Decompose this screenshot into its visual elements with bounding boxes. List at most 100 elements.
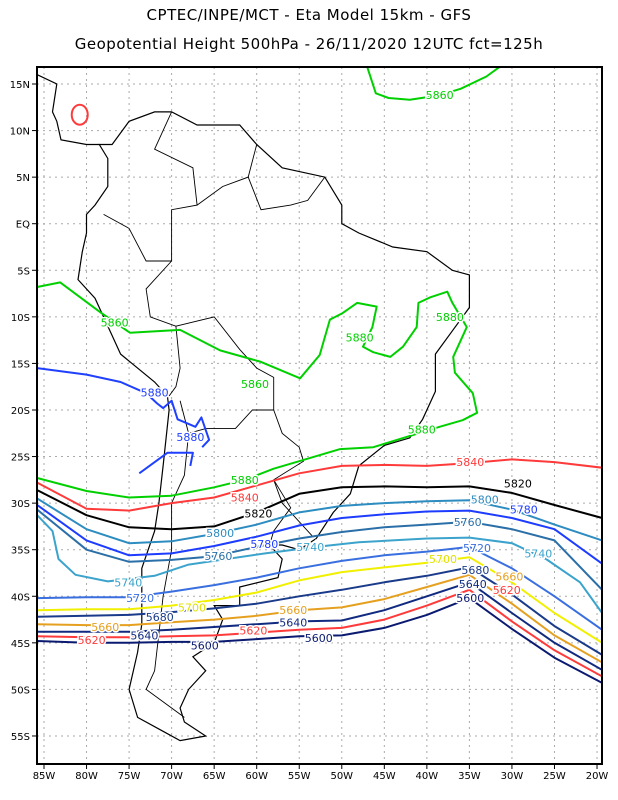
contour-layer [37, 67, 602, 684]
contour-label-5880: 5880 [346, 331, 374, 344]
contour-label-5880: 5880 [141, 386, 169, 399]
lon-tick-label: 55W [288, 771, 311, 782]
lon-tick-label: 65W [203, 771, 226, 782]
contour-line-5880 [37, 367, 211, 448]
contour-line-5640 [37, 581, 602, 671]
contour-label-5880: 5880 [408, 424, 436, 437]
chart-title-source: CPTEC/INPE/MCT - Eta Model 15km - GFS [146, 6, 472, 24]
contour-label-5660: 5660 [91, 621, 119, 634]
lon-tick-label: 80W [75, 771, 98, 782]
country-border [145, 433, 190, 718]
contour-label-5820: 5820 [504, 478, 532, 491]
axis-ticks: 85W 80W 75W 70W 65W 60W 55W 50W 45W 40W 35W 30W 25W 2… [10, 80, 609, 782]
contour-label-5720: 5720 [126, 592, 154, 605]
lat-tick-label: 25S [11, 453, 30, 464]
contour-label-5640: 5640 [459, 578, 487, 591]
contour-line-5620 [37, 588, 602, 678]
lon-tick-label: 35W [458, 771, 481, 782]
contour-line-5680 [37, 566, 602, 656]
contour-line-5720 [37, 545, 602, 631]
contour-label-5640: 5640 [130, 629, 158, 642]
central-america-coastline [37, 74, 100, 146]
contour-line-5800 [37, 497, 602, 545]
lat-tick-label: 15S [11, 359, 30, 370]
contour-label-5620: 5620 [239, 625, 267, 638]
contour-label-5840: 5840 [456, 456, 484, 469]
lon-tick-label: 75W [118, 771, 141, 782]
lon-tick-label: 40W [416, 771, 439, 782]
contour-label-5840: 5840 [231, 492, 259, 505]
country-border [145, 260, 181, 397]
contour-line-5740 [37, 514, 602, 614]
contour-label-5740: 5740 [296, 541, 324, 554]
contour-line-5700 [37, 556, 602, 644]
map-frame [36, 66, 603, 765]
contour-line-5840 [37, 458, 602, 512]
lon-tick-label: 45W [373, 771, 396, 782]
contour-label-5740: 5740 [114, 576, 142, 589]
lon-tick-label: 50W [330, 771, 353, 782]
contour-label-5880: 5880 [231, 474, 259, 487]
contour-line-5860 [37, 281, 479, 499]
lat-tick-label: 45S [11, 639, 30, 650]
contour-line-5600 [37, 597, 602, 684]
country-border [196, 144, 258, 206]
contour-label-5760: 5760 [204, 550, 232, 563]
lat-tick-label: 5N [16, 173, 30, 184]
contour-label-5860: 5860 [241, 378, 269, 391]
contour-label-5680: 5680 [146, 611, 174, 624]
lon-tick-label: 85W [33, 771, 56, 782]
contour-label-5880: 5880 [176, 431, 204, 444]
lat-tick-label: 10N [10, 127, 30, 138]
lon-tick-label: 30W [501, 771, 524, 782]
contour-label-5680: 5680 [461, 564, 489, 577]
lat-tick-label: 50S [11, 685, 30, 696]
lat-tick-label: 15N [10, 80, 30, 91]
country-border [273, 409, 313, 537]
contour-label-5620: 5620 [78, 634, 106, 647]
lat-tick-label: 55S [11, 732, 30, 743]
contour-line-5760 [37, 508, 602, 591]
contour-label-5640: 5640 [279, 616, 307, 629]
contour-label-5600: 5600 [191, 640, 219, 653]
lon-tick-label: 70W [160, 771, 183, 782]
contour-label-5780: 5780 [510, 504, 538, 517]
contour-label-5800: 5800 [471, 493, 499, 506]
lat-tick-label: 35S [11, 546, 30, 557]
contour-label-5600: 5600 [305, 632, 333, 645]
country-border [103, 111, 198, 262]
contour-line-5820 [37, 485, 602, 531]
contour-label-5780: 5780 [250, 538, 278, 551]
contour-label-5720: 5720 [463, 542, 491, 555]
contour-label-5820: 5820 [244, 507, 272, 520]
lat-tick-label: EQ [16, 220, 30, 231]
contour-label-5740: 5740 [524, 547, 552, 560]
grid-lines [37, 67, 602, 764]
contour-line-5860 [366, 67, 500, 101]
contour-label-5880: 5880 [436, 311, 464, 324]
contour-label-5760: 5760 [454, 516, 482, 529]
contour-line-5880 [138, 451, 194, 475]
contour-label-5620: 5620 [493, 584, 521, 597]
contour-label-5860: 5860 [101, 316, 129, 329]
contour-label-5700: 5700 [429, 553, 457, 566]
lat-tick-label: 20S [11, 406, 30, 417]
contour-label-5800: 5800 [206, 527, 234, 540]
contour-label-5860: 5860 [426, 89, 454, 102]
lon-tick-label: 60W [245, 771, 268, 782]
contour-labels: 5840 5840 5820 5820 5800 5800 5780 5780 5760 5760… [76, 88, 554, 654]
contour-line-5660 [37, 573, 602, 664]
contour-line-5780 [37, 504, 602, 565]
closed-contour-circle [70, 103, 89, 126]
contour-label-5600: 5600 [456, 592, 484, 605]
lon-tick-label: 25W [543, 771, 566, 782]
contour-label-5700: 5700 [178, 601, 206, 614]
country-border [269, 479, 292, 546]
lat-tick-label: 10S [11, 313, 30, 324]
lon-tick-label: 20W [586, 771, 609, 782]
contour-label-5660: 5660 [279, 604, 307, 617]
lat-tick-label: 40S [11, 592, 30, 603]
chart-title-variable: Geopotential Height 500hPa - 26/11/2020 … [74, 35, 544, 53]
country-border [247, 176, 326, 211]
